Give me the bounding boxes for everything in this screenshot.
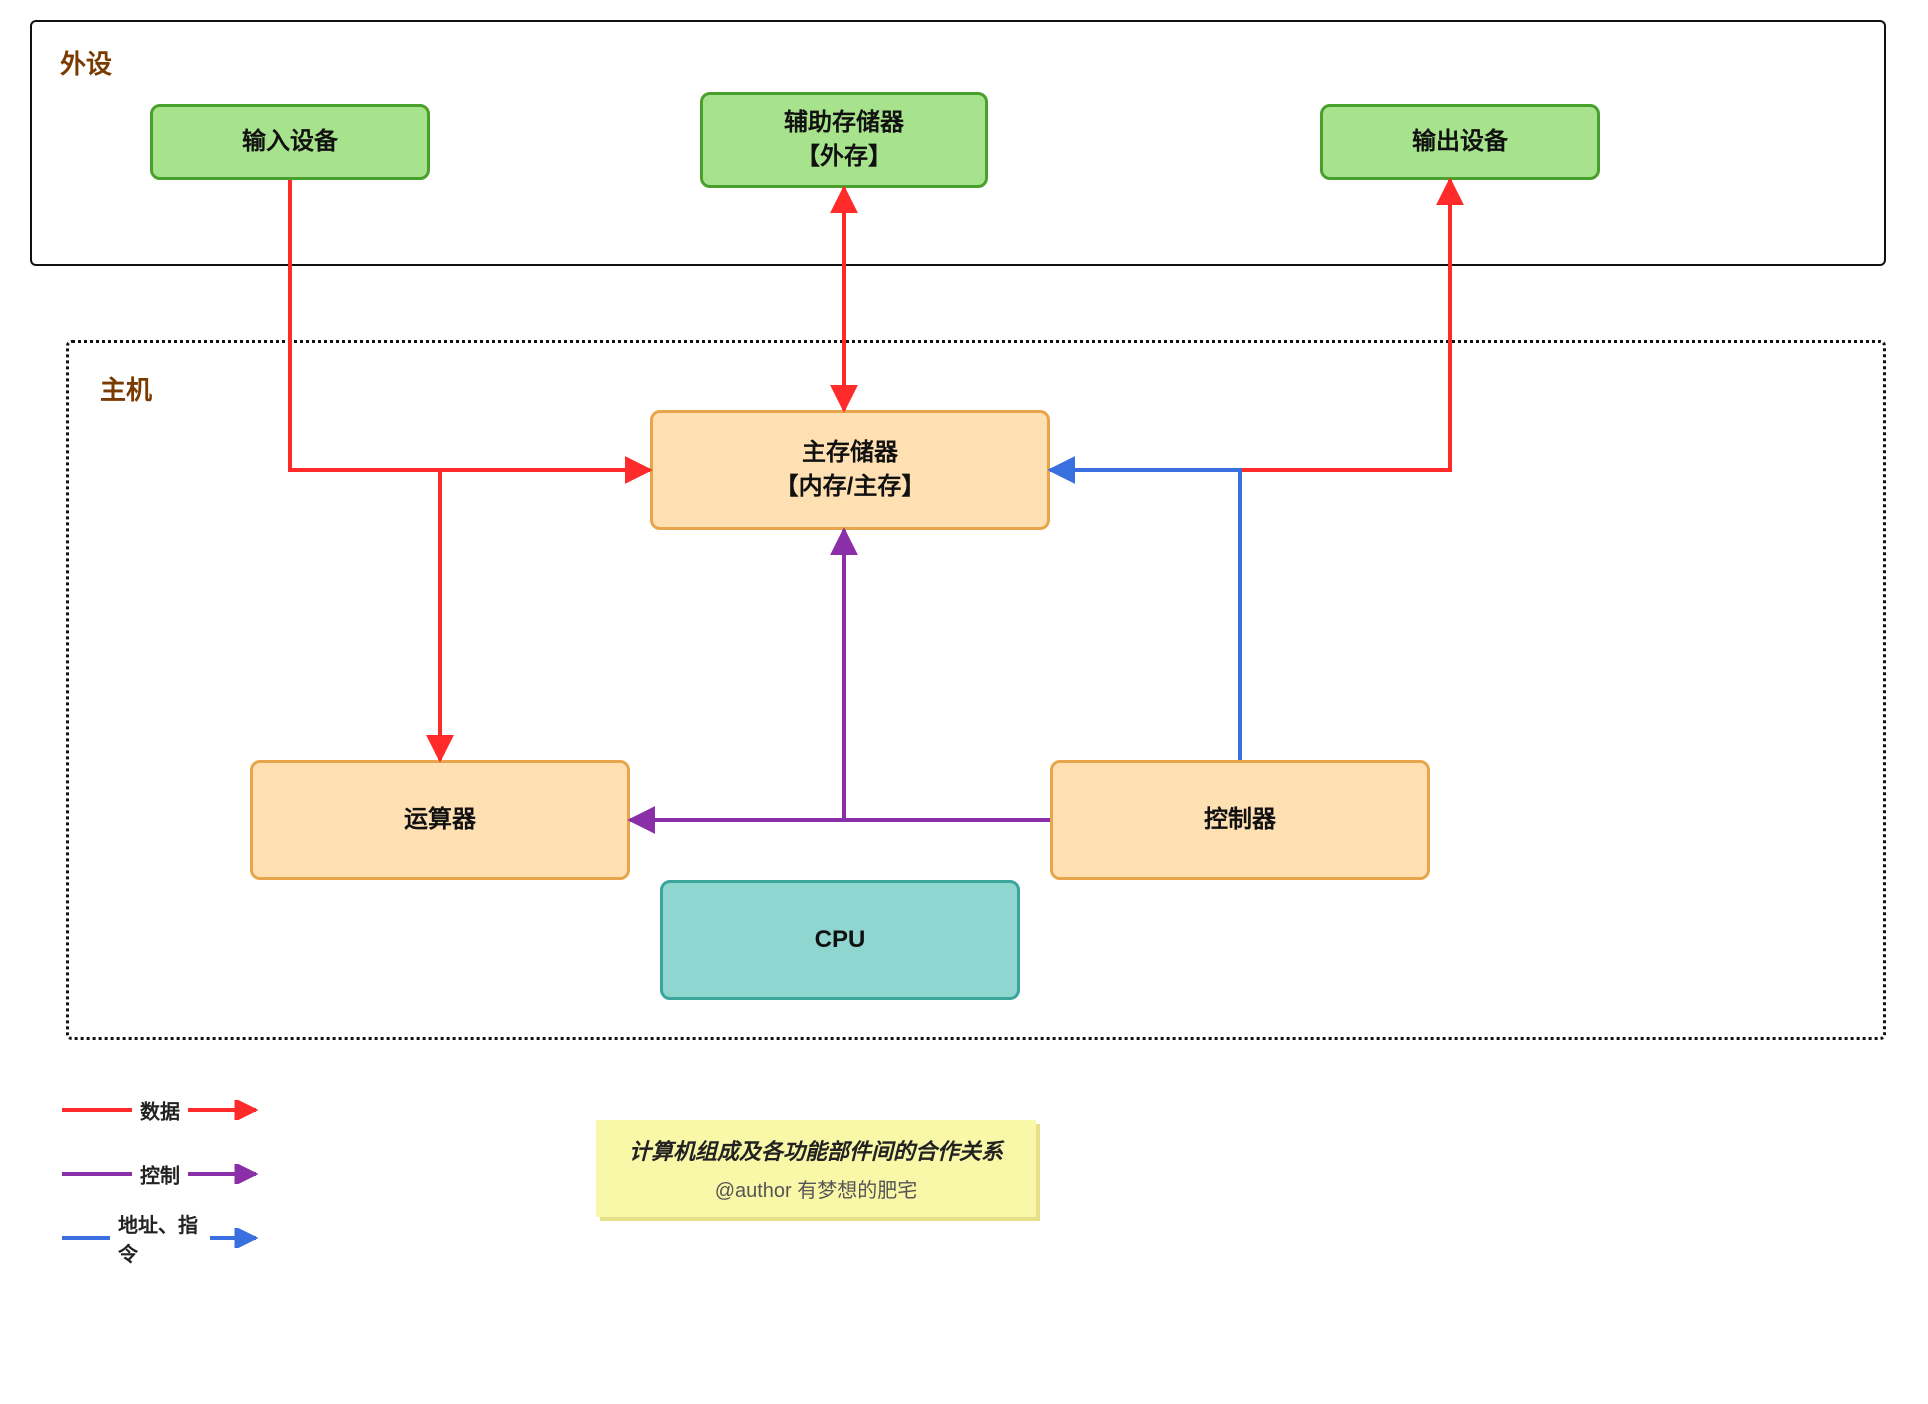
legend-row-data: 数据 [60, 1100, 260, 1120]
caption-title: 计算机组成及各功能部件间的合作关系 [616, 1134, 1016, 1166]
node-aux: 辅助存储器 【外存】 [700, 92, 988, 188]
legend-row-address: 地址、指令 [60, 1228, 260, 1248]
diagram-canvas: 外设主机 输入设备 辅助存储器 【外存】 输出设备主存储器 【内存/主存】运算器 控制器… [0, 0, 1928, 1404]
container-label-host: 主机 [100, 370, 152, 407]
node-output: 输出设备 [1320, 104, 1600, 180]
legend-row-control: 控制 [60, 1164, 260, 1184]
legend-label-text: 地址、指令 [110, 1209, 210, 1267]
node-input: 输入设备 [150, 104, 430, 180]
node-alu: 运算器 [250, 760, 630, 880]
node-cpu: CPU [660, 880, 1020, 1000]
node-ctrl: 控制器 [1050, 760, 1430, 880]
legend-label-text: 控制 [132, 1160, 188, 1189]
node-memory: 主存储器 【内存/主存】 [650, 410, 1050, 530]
legend-label-text: 数据 [132, 1096, 188, 1125]
caption-note: 计算机组成及各功能部件间的合作关系 @author 有梦想的肥宅 [596, 1120, 1036, 1217]
caption-author: @author 有梦想的肥宅 [616, 1174, 1016, 1203]
container-label-peripherals: 外设 [60, 44, 112, 81]
